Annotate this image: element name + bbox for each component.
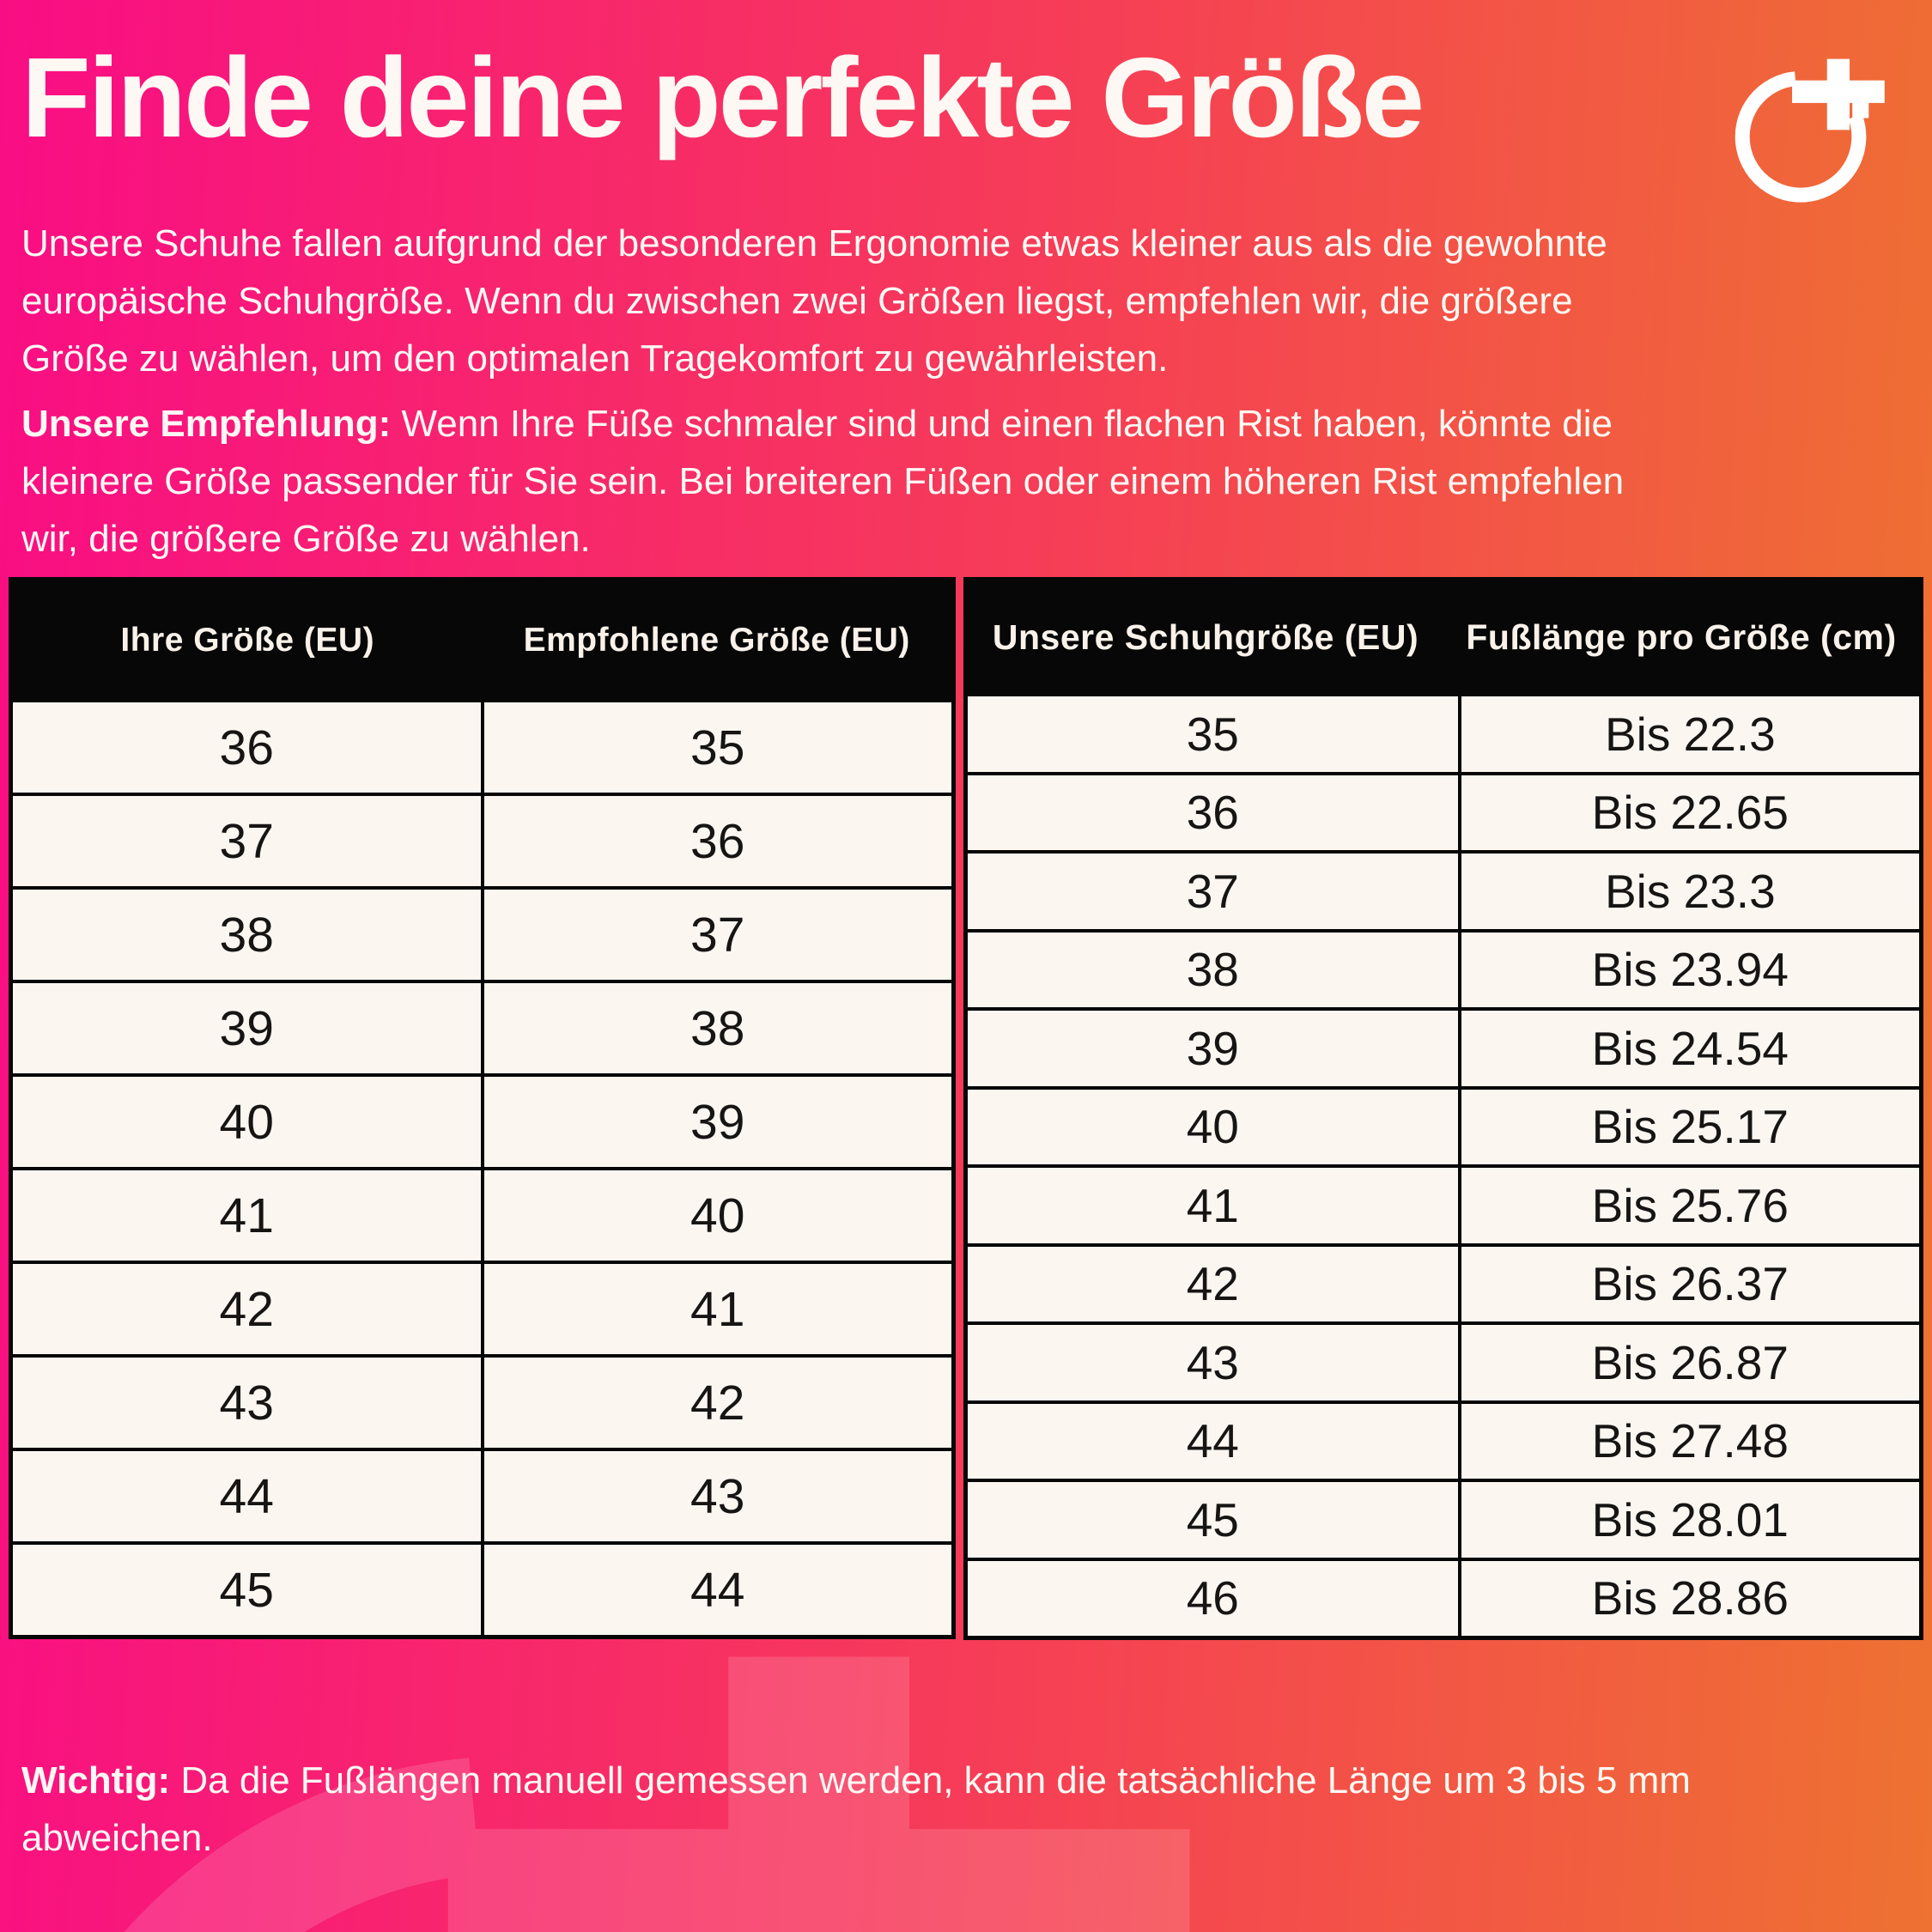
- recommendation-line: wir, die größere Größe zu wählen.: [21, 518, 591, 560]
- table-row: 44 43: [13, 1448, 951, 1541]
- table-row: 46 Bis 28.86: [968, 1557, 1919, 1636]
- table-cell: 44: [480, 1545, 952, 1635]
- table-cell: Bis 22.3: [1457, 696, 1919, 772]
- table-cell: 35: [480, 702, 952, 793]
- table-cell: 40: [219, 1094, 274, 1150]
- table-cell: 38: [1186, 943, 1239, 997]
- column-header: Ihre Größe (EU): [120, 621, 375, 659]
- size-conversion-table: Ihre Größe (EU) Empfohlene Größe (EU) 36…: [9, 577, 956, 1639]
- table-cell: 45: [1186, 1492, 1239, 1546]
- table-row: 37 Bis 23.3: [968, 850, 1919, 929]
- table-cell: Bis 25.76: [1457, 1168, 1919, 1243]
- note-text: Da die Fußlängen manuell gemessen werden…: [170, 1759, 1691, 1801]
- note-label: Wichtig:: [21, 1759, 171, 1801]
- table-cell: Bis 22.65: [1457, 775, 1919, 850]
- table-cell: 44: [219, 1468, 274, 1524]
- table-cell: Bis 23.3: [1457, 854, 1919, 929]
- note-line: abweichen.: [21, 1817, 213, 1859]
- table-row: 43 42: [13, 1354, 951, 1448]
- table-cell: 42: [219, 1281, 274, 1337]
- table-cell: Bis 28.01: [1457, 1482, 1919, 1558]
- recommendation-paragraph: Unsere Empfehlung: Wenn Ihre Füße schmal…: [21, 395, 1919, 568]
- table-cell: Bis 23.94: [1457, 932, 1919, 1007]
- recommendation-text: Wenn Ihre Füße schmaler sind und einen f…: [391, 403, 1613, 445]
- table-cell: 43: [480, 1451, 952, 1541]
- important-note: Wichtig: Da die Fußlängen manuell gemess…: [21, 1752, 1919, 1867]
- foot-length-table: Unsere Schuhgröße (EU) Fußlänge pro Größ…: [963, 577, 1923, 1640]
- table-row: 42 Bis 26.37: [968, 1242, 1919, 1321]
- table-cell: 38: [219, 907, 274, 963]
- column-header: Empfohlene Größe (EU): [523, 621, 910, 659]
- table-cell: 37: [219, 813, 274, 869]
- table-cell: Bis 27.48: [1457, 1403, 1919, 1479]
- table-cell: 42: [480, 1358, 952, 1448]
- table-row: 45 44: [13, 1541, 951, 1635]
- column-header: Unsere Schuhgröße (EU): [992, 617, 1419, 657]
- table-cell: 46: [1186, 1571, 1239, 1625]
- table-cell: 40: [480, 1170, 952, 1261]
- note-line: Wichtig: Da die Fußlängen manuell gemess…: [21, 1752, 1919, 1809]
- intro-line: Größe zu wählen, um den optimalen Tragek…: [21, 337, 1169, 380]
- table-cell: 38: [480, 983, 952, 1073]
- intro-line: Unsere Schuhe fallen aufgrund der besond…: [21, 222, 1607, 264]
- table-row: 36 Bis 22.65: [968, 771, 1919, 850]
- table-cell: 43: [1186, 1335, 1239, 1389]
- table-cell: 41: [219, 1188, 274, 1243]
- table-row: 35 Bis 22.3: [968, 693, 1919, 772]
- table-row: 45 Bis 28.01: [968, 1479, 1919, 1558]
- table-cell: 39: [219, 1000, 274, 1056]
- table-cell: 42: [1186, 1257, 1239, 1311]
- table-cell: 36: [1186, 786, 1239, 840]
- table-row: 40 39: [13, 1073, 951, 1167]
- table-row: 36 35: [13, 699, 951, 793]
- table-row: 39 38: [13, 980, 951, 1073]
- table-header-row: Ihre Größe (EU) Empfohlene Größe (EU): [13, 581, 951, 699]
- table-row: 43 Bis 26.87: [968, 1321, 1919, 1400]
- page-title: Finde deine perfekte Größe: [21, 34, 1425, 161]
- intro-line: europäische Schuhgröße. Wenn du zwischen…: [21, 280, 1573, 322]
- table-cell: 43: [219, 1375, 274, 1431]
- table-cell: 41: [480, 1264, 952, 1354]
- table-cell: 37: [1186, 864, 1239, 918]
- table-header-row: Unsere Schuhgröße (EU) Fußlänge pro Größ…: [968, 581, 1919, 693]
- table-row: 41 Bis 25.76: [968, 1164, 1919, 1243]
- table-cell: Bis 26.87: [1457, 1325, 1919, 1400]
- table-cell: 41: [1186, 1178, 1239, 1232]
- table-row: 41 40: [13, 1167, 951, 1261]
- table-row: 39 Bis 24.54: [968, 1007, 1919, 1086]
- table-row: 38 Bis 23.94: [968, 928, 1919, 1007]
- table-cell: 44: [1186, 1414, 1239, 1468]
- table-cell: Bis 25.17: [1457, 1089, 1919, 1164]
- column-header: Fußlänge pro Größe (cm): [1466, 617, 1897, 657]
- table-row: 40 Bis 25.17: [968, 1085, 1919, 1164]
- recommendation-line: Unsere Empfehlung: Wenn Ihre Füße schmal…: [21, 395, 1919, 453]
- table-row: 38 37: [13, 886, 951, 980]
- table-cell: 37: [480, 890, 952, 980]
- table-row: 44 Bis 27.48: [968, 1400, 1919, 1479]
- table-cell: 39: [1186, 1021, 1239, 1075]
- table-cell: 35: [1186, 707, 1239, 761]
- intro-paragraph: Unsere Schuhe fallen aufgrund der besond…: [21, 215, 1919, 387]
- recommendation-line: kleinere Größe passender für Sie sein. B…: [21, 460, 1625, 502]
- table-cell: 40: [1186, 1100, 1239, 1154]
- table-cell: 39: [480, 1077, 952, 1167]
- table-cell: Bis 24.54: [1457, 1011, 1919, 1086]
- circle-plus-logo-icon: [1735, 58, 1885, 203]
- table-cell: Bis 28.86: [1457, 1560, 1919, 1636]
- table-row: 42 41: [13, 1261, 951, 1354]
- table-cell: 36: [219, 720, 274, 775]
- recommendation-label: Unsere Empfehlung:: [21, 403, 392, 445]
- table-cell: 36: [480, 796, 952, 886]
- table-cell: Bis 26.37: [1457, 1246, 1919, 1321]
- table-cell: 45: [219, 1562, 274, 1618]
- table-row: 37 36: [13, 793, 951, 886]
